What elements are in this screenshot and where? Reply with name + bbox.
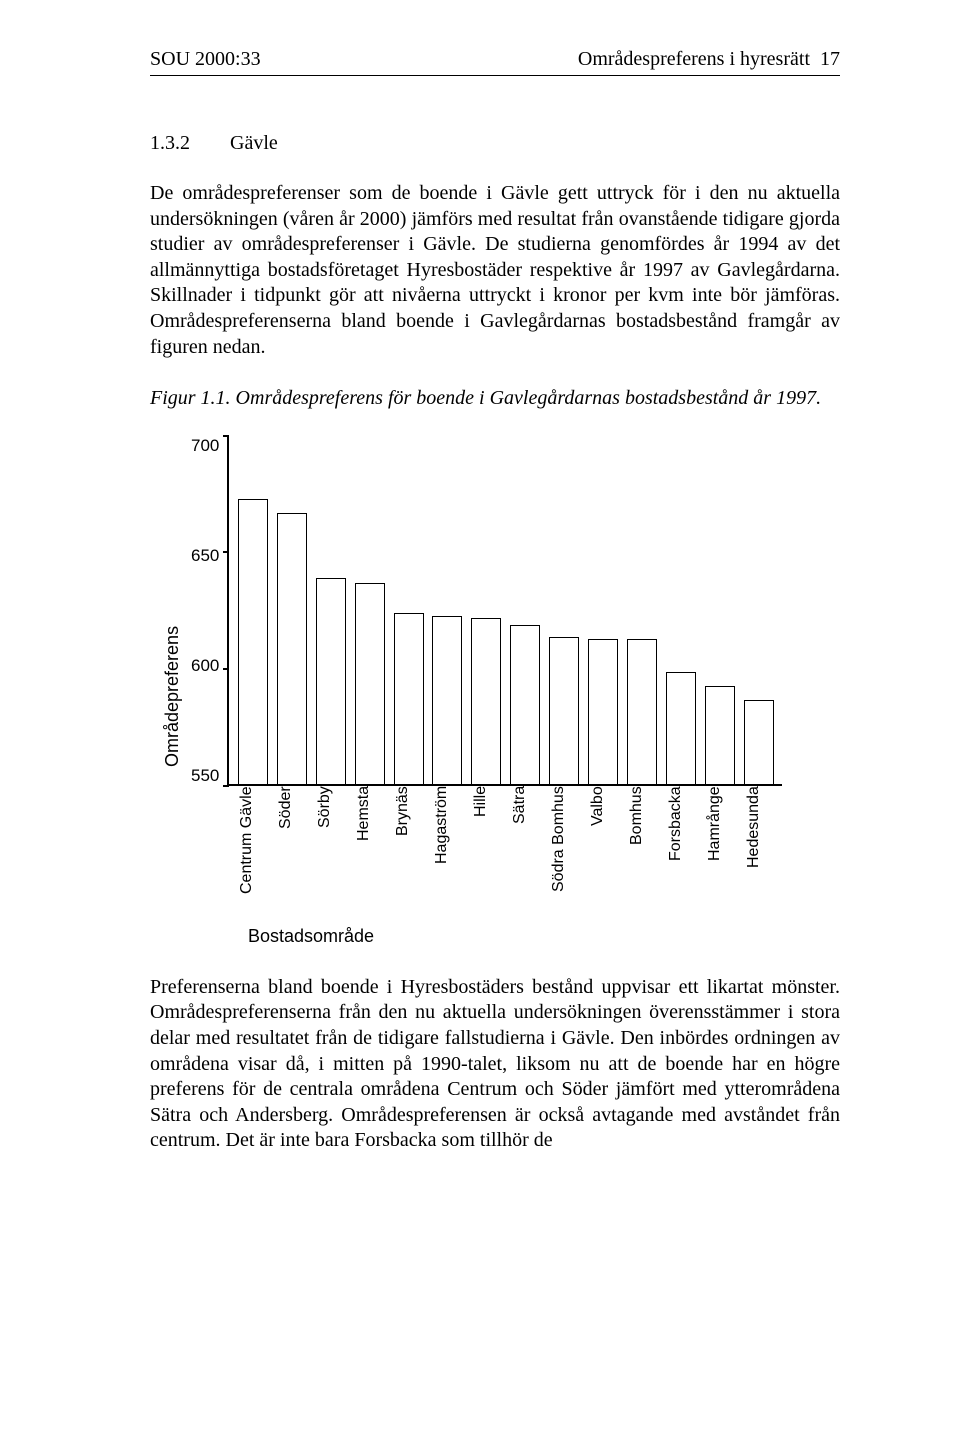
chart-xlabel: Hamrånge [706,786,736,916]
chart-bar [588,639,618,784]
section-title: Gävle [230,132,278,154]
section-number: 1.3.2 [150,132,190,155]
chart-bar [744,700,774,784]
chart-xlabels: Centrum Gävle Söder Sörby Hemsta Brynäs Hagas… [229,786,784,916]
chart-xlabel: Valbo [589,786,619,916]
chart-bar [432,616,462,784]
spacer [160,786,229,916]
chart-ytick-mark [223,435,229,437]
chart-ylabel: Områdepreferens [160,606,185,786]
chart-bar [705,686,735,784]
chart-bar [316,578,346,783]
chart-xlabel: Bomhus [628,786,658,916]
header-title: Områdespreferens i hyresrätt [578,48,810,70]
chart-xlabel: Forsbacka [667,786,697,916]
chart-bar [666,672,696,784]
chart-xlabel: Sätra [511,786,541,916]
chart-bar [394,613,424,783]
chart-xlabel: Brynäs [394,786,424,916]
chart-yticks: 700 650 600 550 [191,436,227,786]
chart-xlabel: Centrum Gävle [238,786,268,916]
chart-bar [627,639,657,784]
chart-xlabel: Sörby [316,786,346,916]
chart-bar [355,583,385,784]
header-right: Områdespreferens i hyresrätt 17 [578,48,840,71]
chart-bar [510,625,540,784]
chart-plot-area [227,436,782,786]
chart-ytick-label: 600 [191,656,219,676]
chart-bar [238,499,268,784]
chart-ytick-mark [223,785,229,787]
chart-ytick-label: 650 [191,546,219,566]
chart-xlabel: Södra Bomhus [550,786,580,916]
chart-xlabel: Hille [472,786,502,916]
chart-bars [229,499,782,784]
paragraph-1: De områdespreferenser som de boende i Gä… [150,181,840,360]
page-number: 17 [820,48,840,70]
chart-ytick-label: 700 [191,436,219,456]
doc-id: SOU 2000:33 [150,48,261,71]
chart-ytick-mark [223,668,229,670]
header-rule [150,75,840,76]
bar-chart: Områdepreferens 700 650 600 550 Centrum Gäv… [160,436,800,947]
chart-xlabel: Söder [277,786,307,916]
chart-bar [471,618,501,784]
chart-xlabel: Hagaström [433,786,463,916]
chart-bar [277,513,307,784]
chart-xlabel: Hemsta [355,786,385,916]
chart-ytick-label: 550 [191,766,219,786]
figure-caption: Figur 1.1. Områdespreferens för boende i… [150,386,840,412]
chart-xlabel: Hedesunda [745,786,775,916]
chart-ytick-mark [223,551,229,553]
paragraph-2: Preferenserna bland boende i Hyresbostäd… [150,975,840,1154]
section-heading: 1.3.2 Gävle [150,132,840,155]
chart-xlabel-title: Bostadsområde [248,926,800,947]
chart-bar [549,637,579,784]
